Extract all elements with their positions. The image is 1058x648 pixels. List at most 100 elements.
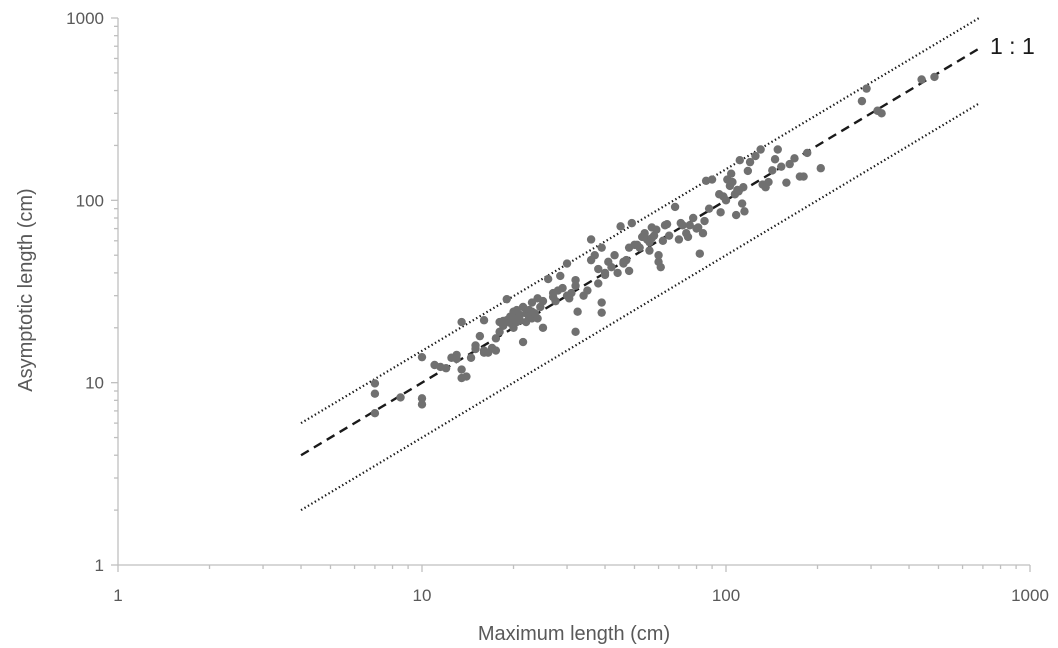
one-to-one-line — [300, 47, 980, 457]
data-point — [583, 286, 592, 295]
data-point — [551, 296, 560, 306]
data-point — [543, 274, 553, 284]
data-point — [773, 145, 782, 154]
data-point — [728, 177, 737, 187]
data-point — [562, 259, 572, 268]
data-point — [495, 327, 504, 337]
data-point — [799, 172, 808, 181]
data-point — [610, 251, 619, 260]
data-point — [538, 296, 548, 306]
data-point — [370, 409, 380, 418]
data-point — [594, 264, 603, 274]
y-axis-title: Asymptotic length (cm) — [15, 188, 37, 391]
data-point — [441, 364, 451, 373]
data-point — [716, 208, 725, 217]
data-point — [670, 202, 680, 212]
data-point — [479, 316, 489, 325]
reference-lines — [300, 17, 980, 512]
data-point — [740, 207, 749, 216]
data-point — [556, 271, 565, 281]
data-point — [698, 229, 708, 238]
data-point — [645, 246, 654, 255]
data-point — [695, 249, 704, 258]
data-point — [396, 393, 405, 402]
one-to-one-label: 1 : 1 — [990, 33, 1035, 59]
data-point — [533, 314, 542, 323]
x-axis-title: Maximum length (cm) — [478, 623, 670, 645]
data-point — [594, 279, 603, 288]
data-point — [683, 232, 693, 242]
data-point — [743, 166, 753, 176]
x-tick-label: 10 — [413, 586, 432, 605]
data-point — [466, 353, 476, 362]
data-point — [770, 155, 780, 164]
data-point — [571, 275, 580, 285]
data-point — [654, 251, 663, 260]
axes: 1 10 100 1000 1 10 100 1000 — [66, 9, 1049, 605]
data-point — [457, 365, 466, 374]
data-point — [803, 148, 812, 158]
x-tick-label: 1000 — [1011, 586, 1049, 605]
y-tick-label: 10 — [85, 374, 104, 393]
data-point — [658, 236, 668, 245]
x-tick-label: 1 — [113, 586, 122, 605]
data-point — [764, 177, 773, 187]
data-point — [721, 196, 731, 205]
data-point — [597, 308, 606, 317]
data-point — [739, 183, 748, 192]
data-point — [816, 164, 825, 173]
data-point — [693, 223, 703, 232]
data-point — [662, 219, 672, 229]
data-point — [635, 243, 644, 252]
data-point — [597, 298, 606, 307]
data-point — [491, 334, 501, 343]
data-point — [571, 327, 580, 337]
lower-bound-line — [300, 102, 980, 512]
data-point — [558, 283, 567, 293]
data-point — [622, 255, 631, 265]
data-point — [777, 162, 786, 171]
y-tick-label: 100 — [76, 191, 104, 210]
data-point — [590, 251, 599, 260]
data-point — [857, 96, 867, 106]
data-point — [688, 213, 698, 223]
data-points — [370, 72, 939, 418]
data-point — [862, 84, 871, 93]
data-point — [751, 151, 760, 161]
data-point — [707, 175, 717, 184]
data-point — [573, 307, 582, 316]
data-point — [768, 166, 777, 175]
data-point — [731, 210, 741, 220]
upper-bound-line — [300, 17, 980, 425]
data-point — [782, 178, 791, 187]
data-point — [457, 317, 466, 327]
data-point — [785, 159, 794, 169]
data-point — [737, 199, 747, 208]
data-point — [652, 225, 661, 234]
data-point — [538, 323, 548, 332]
data-point — [756, 145, 765, 154]
data-point — [462, 372, 471, 381]
data-point — [452, 354, 461, 364]
data-point — [930, 72, 939, 82]
data-point — [491, 346, 501, 355]
data-point — [627, 218, 637, 228]
data-point — [417, 400, 427, 409]
data-point — [616, 222, 625, 231]
y-tick-label: 1000 — [66, 9, 104, 28]
data-point — [678, 221, 687, 230]
data-point — [417, 394, 427, 403]
data-point — [613, 268, 622, 278]
data-point — [518, 337, 528, 347]
data-point — [417, 352, 427, 362]
data-point — [917, 75, 926, 84]
data-point — [502, 294, 511, 304]
data-point — [607, 262, 616, 272]
data-point — [656, 262, 665, 272]
data-point — [370, 379, 380, 388]
data-point — [600, 268, 610, 278]
data-point — [877, 109, 886, 118]
data-point — [664, 231, 674, 240]
data-point — [471, 344, 480, 354]
